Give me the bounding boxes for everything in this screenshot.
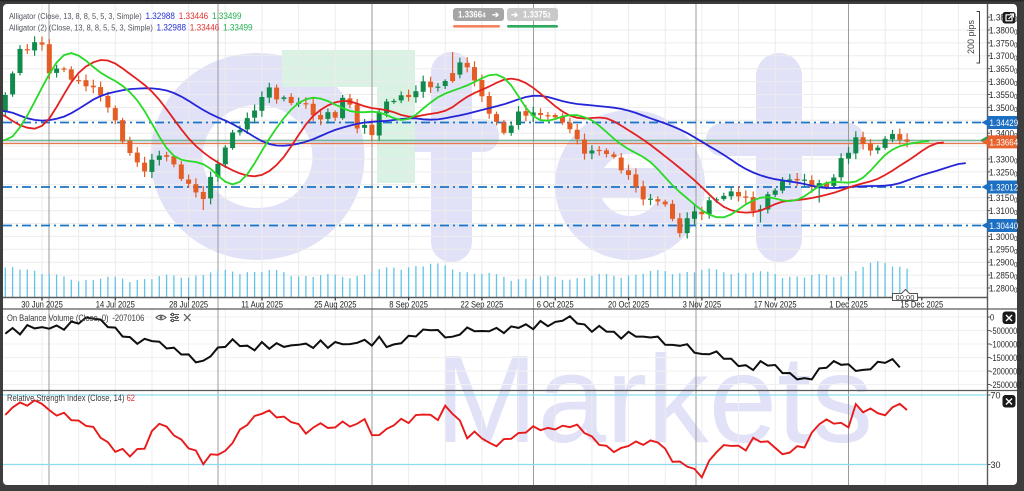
svg-text:1.37500: 1.37500 bbox=[989, 38, 1018, 50]
svg-text:28 Jul 2025: 28 Jul 2025 bbox=[169, 299, 208, 310]
svg-text:-2500000: -2500000 bbox=[990, 379, 1022, 390]
svg-text:Relative Strength Index (Close: Relative Strength Index (Close, 14) 62 bbox=[7, 393, 135, 403]
svg-text:1.33752: 1.33752 bbox=[523, 9, 551, 20]
svg-text:-1000000: -1000000 bbox=[990, 339, 1022, 350]
svg-text:Markets: Markets bbox=[435, 331, 873, 469]
svg-text:00:00: 00:00 bbox=[896, 293, 915, 302]
svg-text:1.32012: 1.32012 bbox=[990, 182, 1019, 193]
svg-text:1.32500: 1.32500 bbox=[989, 167, 1018, 179]
svg-text:15 Dec 2025: 15 Dec 2025 bbox=[900, 299, 943, 310]
svg-text:➔: ➔ bbox=[511, 10, 519, 20]
svg-text:22 Sep 2025: 22 Sep 2025 bbox=[460, 299, 503, 310]
svg-text:1.31000: 1.31000 bbox=[989, 206, 1018, 218]
svg-text:1.36000: 1.36000 bbox=[989, 77, 1018, 89]
svg-text:1.28500: 1.28500 bbox=[989, 270, 1018, 282]
svg-text:1.35500: 1.35500 bbox=[989, 89, 1018, 101]
svg-text:20 Oct 2025: 20 Oct 2025 bbox=[608, 299, 649, 310]
svg-text:1.33664: 1.33664 bbox=[990, 137, 1019, 148]
svg-text:1.36500: 1.36500 bbox=[989, 64, 1018, 76]
svg-text:30 Jun 2025: 30 Jun 2025 bbox=[21, 299, 63, 310]
svg-text:1.29000: 1.29000 bbox=[989, 257, 1018, 269]
svg-text:11 Aug 2025: 11 Aug 2025 bbox=[241, 299, 283, 310]
svg-text:14 Jul 2025: 14 Jul 2025 bbox=[96, 299, 135, 310]
svg-text:-2000000: -2000000 bbox=[990, 366, 1022, 377]
svg-text:0: 0 bbox=[990, 312, 994, 323]
svg-text:1.33664: 1.33664 bbox=[458, 9, 486, 20]
svg-text:25 Aug 2025: 25 Aug 2025 bbox=[314, 299, 357, 310]
svg-text:1.33000: 1.33000 bbox=[989, 154, 1018, 166]
svg-text:17 Nov 2025: 17 Nov 2025 bbox=[754, 299, 797, 310]
svg-text:1.34429: 1.34429 bbox=[990, 117, 1019, 128]
svg-text:1.28000: 1.28000 bbox=[989, 283, 1018, 295]
svg-text:3 Nov 2025: 3 Nov 2025 bbox=[683, 299, 722, 310]
svg-text:1.31500: 1.31500 bbox=[989, 193, 1018, 205]
svg-text:Alligator (2) (Close, 13, 8, 8: Alligator (2) (Close, 13, 8, 8, 5, 5, 3,… bbox=[9, 22, 253, 33]
svg-text:1.30000: 1.30000 bbox=[989, 231, 1018, 243]
svg-text:1.29500: 1.29500 bbox=[989, 244, 1018, 256]
svg-text:70: 70 bbox=[991, 390, 1001, 400]
svg-text:6 Oct 2025: 6 Oct 2025 bbox=[537, 299, 574, 310]
svg-text:200 pips: 200 pips bbox=[966, 19, 976, 54]
svg-text:1 Dec 2025: 1 Dec 2025 bbox=[829, 299, 868, 310]
svg-text:1.35000: 1.35000 bbox=[989, 102, 1018, 114]
svg-text:➔: ➔ bbox=[492, 10, 500, 20]
svg-text:Alligator (Close, 13, 8, 8, 5,: Alligator (Close, 13, 8, 8, 5, 5, 3, Sim… bbox=[9, 11, 242, 22]
svg-text:30: 30 bbox=[991, 460, 1001, 470]
svg-text:8 Sep 2025: 8 Sep 2025 bbox=[389, 299, 428, 310]
svg-text:1.37000: 1.37000 bbox=[989, 51, 1018, 63]
svg-text:On Balance Volume (Close, 0) -: On Balance Volume (Close, 0) -2070106 bbox=[7, 313, 145, 323]
svg-text:1.38000: 1.38000 bbox=[989, 25, 1018, 37]
svg-text:-500000: -500000 bbox=[990, 325, 1018, 336]
svg-text:-1500000: -1500000 bbox=[990, 352, 1022, 363]
svg-text:1.30440: 1.30440 bbox=[990, 220, 1019, 231]
